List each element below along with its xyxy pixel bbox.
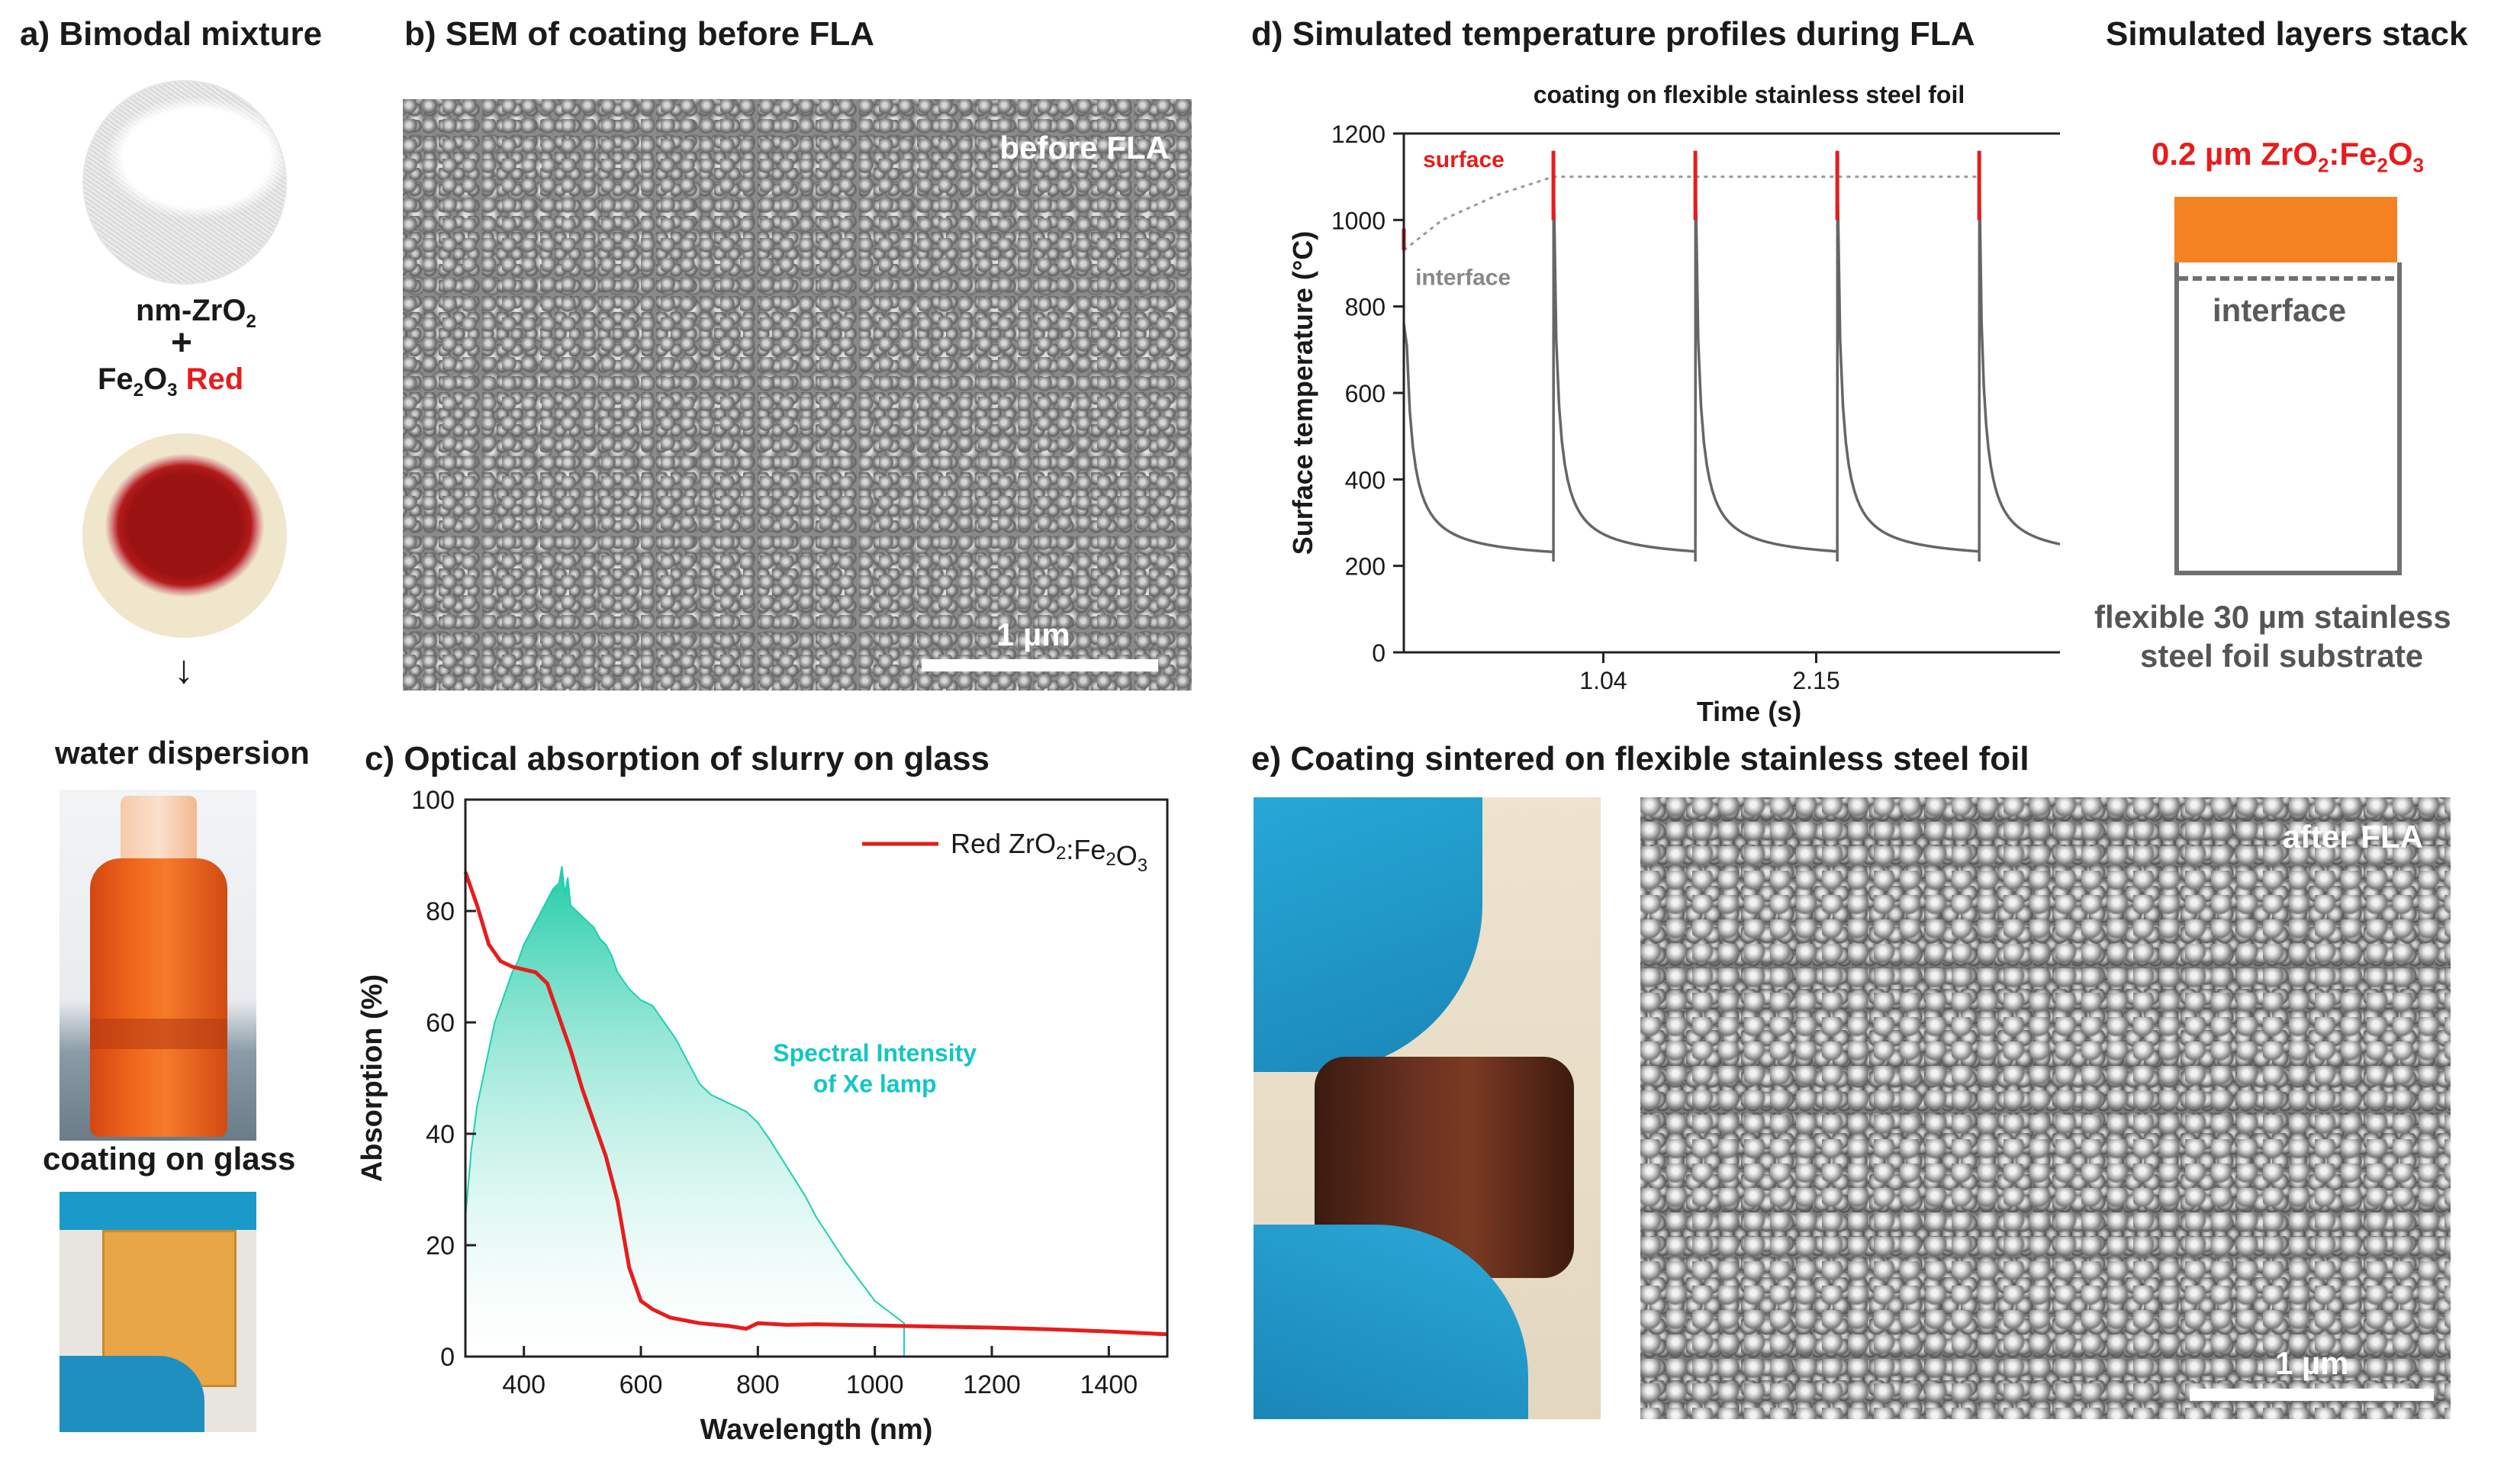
legend-part: O [1116,840,1138,871]
fe2o3-text-fe: Fe [98,362,134,396]
legend-part: 2 [1056,843,1066,864]
scale-label-e: 1 µm [2275,1345,2349,1381]
x-tick-label-d: 2.15 [1792,667,1839,694]
surface-label: surface [1423,147,1505,172]
y-tick-label-c: 60 [426,1009,455,1038]
coating-on-glass-label: coating on glass [43,1141,296,1177]
coating-layer-block [2174,197,2397,262]
x-tick-label-c: 1000 [846,1370,904,1399]
layer-text-mid: :Fe [2329,136,2377,172]
interface-label: interface [1415,265,1511,290]
legend-part: 3 [1138,855,1147,876]
substrate-frame [2174,262,2402,575]
chart-c: 400 600 800 1000 1200 1400 0 20 40 60 80 100 Wavelen… [356,786,1169,1446]
stack-title: Simulated layers stack [2106,15,2468,53]
plus-sign: + [171,323,193,363]
bottle-sediment [90,1019,227,1049]
y-tick-label-d: 800 [1345,294,1386,321]
x-axis-label-d: Time (s) [1697,696,1801,727]
interface-dashed-line [2179,276,2394,281]
fe2o3-sub2: 3 [167,380,178,401]
fe2o3-red-label: Fe2O3 Red [98,362,243,401]
layer-sub3: 3 [2412,153,2425,177]
glove-top [60,1192,256,1230]
x-tick-label-c: 1200 [963,1370,1021,1399]
panel-c-title: c) Optical absorption of slurry on glass [365,740,990,777]
y-tick-label-c: 20 [426,1231,455,1260]
y-tick-label-c: 80 [426,897,455,926]
bottle-body [90,858,227,1137]
nm-zro2-label: nm-ZrO2 [136,294,256,333]
red-word: Red [185,362,244,396]
interface-trend-line [1403,175,1980,252]
chart-c-frame [464,798,1169,1358]
xe-annotation-line1: Spectral Intensity [773,1039,977,1067]
panel-b-title: b) SEM of coating before FLA [404,15,874,53]
xe-lamp-spectrum-area [465,866,905,1357]
glass-coating-photo [60,1192,256,1432]
layer-text-o: O [2387,136,2413,172]
y-tick-label-d: 600 [1345,380,1386,407]
panel-e-title: e) Coating sintered on flexible stainles… [1251,740,2029,777]
y-axis-label-c: Absorption (%) [356,974,388,1182]
interface-label-stack: interface [2213,292,2347,328]
water-dispersion-label: water dispersion [55,735,310,771]
legend-part: Red ZrO [951,828,1056,859]
temperature-profile-line [1402,176,2060,562]
layer-text-prefix: 0.2 µm ZrO [2152,136,2318,172]
sem-image-after: after FLA 1 µm [1640,797,2451,1419]
y-tick-label-c: 40 [426,1120,455,1149]
coating-layer-label: 0.2 µm ZrO2:Fe2O3 [2152,136,2424,177]
after-fla-label: after FLA [2282,819,2423,855]
zro2-powder-photo [82,80,287,285]
glove-upper [1254,797,1482,1072]
x-tick-label-c: 800 [736,1370,780,1399]
y-tick-label-d: 200 [1345,553,1386,581]
chart-d-frame [1402,132,2060,654]
bottle-photo [60,790,256,1141]
sem-image-before: before FLA 1 µm [403,99,1192,690]
absorption-series-line [463,871,1168,1337]
y-tick-label-d: 0 [1372,639,1386,667]
substrate-label-line2: steel foil substrate [2140,638,2424,674]
glove-bottom [60,1356,204,1432]
bottle-cap [121,796,197,863]
y-tick-label-d: 1200 [1331,121,1386,148]
fe2o3-sub1: 2 [133,380,144,401]
x-tick-label-c: 400 [502,1370,546,1399]
y-tick-label-c: 100 [411,786,455,815]
panel-d-title: d) Simulated temperature profiles during… [1251,15,1975,53]
scale-bar-b [922,659,1158,671]
chart-d: coating on flexible stainless steel foil… [1287,81,2060,727]
x-tick-label-c: 1400 [1080,1370,1138,1399]
xe-annotation-line2: of Xe lamp [813,1070,937,1097]
fe2o3-text-o: O [143,362,168,396]
layer-sub2: 2 [2377,153,2388,177]
nm-zro2-subscript: 2 [246,311,256,332]
fe2o3-powder-photo [82,433,287,638]
x-tick-label-d: 1.04 [1579,667,1627,694]
layer-sub1: 2 [2317,153,2329,177]
x-tick-label-c: 600 [620,1370,663,1399]
x-axis-label-c: Wavelength (nm) [700,1414,933,1446]
chart-d-subtitle: coating on flexible stainless steel foil [1534,81,1965,108]
nm-zro2-text: nm-ZrO [136,294,246,327]
panel-a-title: a) Bimodal mixture [20,15,323,53]
scale-bar-e [2190,1389,2434,1401]
y-axis-label-d: Surface temperature (°C) [1287,231,1318,555]
y-tick-label-d: 1000 [1331,207,1386,234]
substrate-label-line1: flexible 30 µm stainless [2094,599,2451,635]
legend-label-c: Red ZrO2:Fe2O3 [951,828,1147,876]
y-tick-label-c: 0 [440,1343,455,1372]
scale-label-b: 1 µm [996,616,1070,652]
down-arrow: ↓ [174,648,194,692]
legend-part: :Fe [1066,834,1106,865]
before-fla-label: before FLA [999,130,1169,166]
legend-part: 2 [1106,849,1115,870]
flexible-foil-photo [1254,797,1601,1419]
y-tick-label-d: 400 [1345,466,1386,494]
